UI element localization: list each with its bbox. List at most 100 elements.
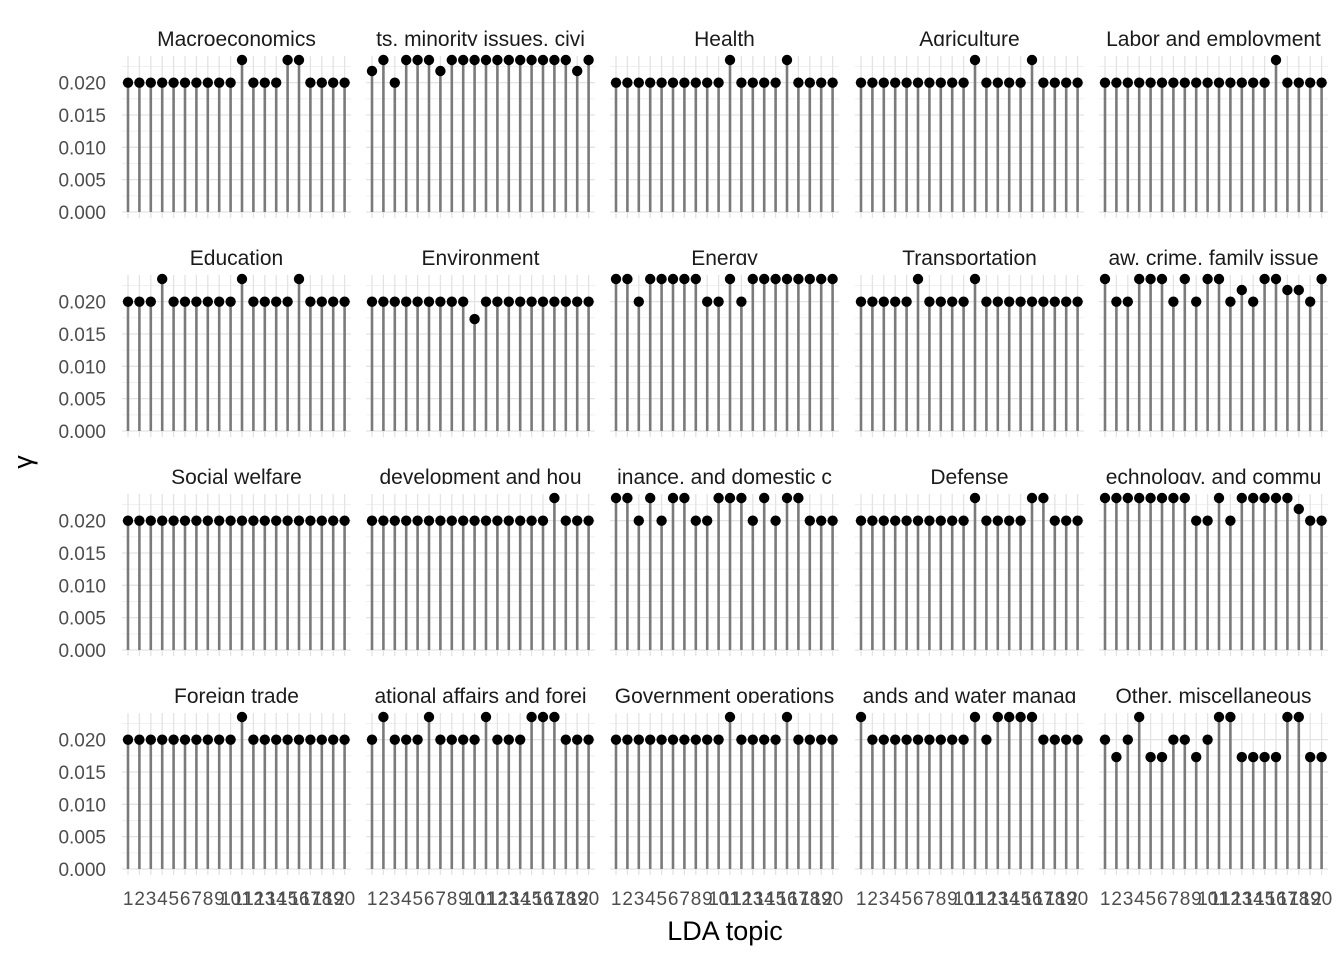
lollipop-point <box>1305 515 1316 526</box>
lollipop-point <box>679 734 690 745</box>
x-tick-label: 15 <box>277 889 297 910</box>
lollipop-point <box>1270 751 1282 763</box>
lollipop-point <box>1225 711 1236 723</box>
lollipop-point <box>515 296 526 307</box>
lollipop-point <box>713 492 724 504</box>
lollipop-point <box>412 734 423 745</box>
lollipop-point <box>793 77 804 88</box>
lollipop-point <box>947 77 958 88</box>
lollipop-point <box>1168 734 1179 745</box>
lollipop-point <box>1111 492 1122 504</box>
lollipop-point <box>1259 273 1270 285</box>
y-tick-label: 0.020 <box>58 731 106 752</box>
x-tick-label: 18 <box>800 889 820 910</box>
lollipop-point <box>515 734 526 745</box>
lollipop-point <box>1259 492 1270 504</box>
lollipop-point <box>947 734 958 745</box>
x-tick-label: 7 <box>679 889 689 910</box>
lollipop-point <box>412 54 423 66</box>
lollipop-point <box>537 515 549 526</box>
x-tick-label: 13 <box>499 889 519 910</box>
lollipop-point <box>736 492 747 504</box>
x-tick-label: 16 <box>1022 889 1042 910</box>
lollipop-point <box>458 54 469 66</box>
lollipop-point <box>1099 734 1111 745</box>
facet-panel: Agriculture <box>855 28 1084 218</box>
lollipop-point <box>736 296 747 307</box>
x-tick-label: 8 <box>203 889 213 910</box>
lollipop-point <box>1202 515 1213 526</box>
lollipop-point <box>622 77 633 88</box>
x-tick-label: 2 <box>1111 889 1121 910</box>
lollipop-point <box>1004 296 1015 307</box>
lollipop-point <box>1038 77 1049 88</box>
lollipop-point <box>992 296 1003 307</box>
x-tick-label: 14 <box>510 889 531 910</box>
lollipop-point <box>236 273 248 285</box>
x-tick-label: 15 <box>1010 889 1030 910</box>
lollipop-point <box>271 515 282 526</box>
x-tick-label: 2 <box>622 889 632 910</box>
lollipop-point <box>458 734 469 745</box>
lollipop-point <box>1061 296 1072 307</box>
lollipop-point <box>480 54 492 66</box>
lollipop-point <box>1293 711 1305 723</box>
lollipop-point <box>1145 273 1156 285</box>
y-tick-label: 0.010 <box>58 138 106 159</box>
lollipop-point <box>282 54 293 66</box>
facet-title: Education <box>190 247 283 270</box>
x-tick-label: 8 <box>936 889 946 910</box>
lollipop-point <box>958 734 969 745</box>
lollipop-point <box>134 296 145 307</box>
lollipop-point <box>713 296 724 307</box>
x-tick-label: 1 <box>367 889 377 910</box>
lollipop-point <box>389 77 400 88</box>
y-tick-label: 0.000 <box>58 860 106 881</box>
lollipop-point <box>1236 77 1248 88</box>
lollipop-point <box>1305 751 1316 763</box>
lollipop-point <box>248 77 259 88</box>
lollipop-point <box>1122 734 1134 745</box>
lollipop-point <box>401 734 412 745</box>
lollipop-point <box>690 273 701 285</box>
facet-title: aw, crime, family issue <box>1108 247 1318 270</box>
gridlines <box>610 713 839 875</box>
lollipop-point <box>435 65 446 77</box>
lollipop-point <box>1072 77 1083 88</box>
lollipop-point <box>122 296 134 307</box>
x-tick-label: 7 <box>435 889 445 910</box>
lollipop-point <box>515 54 526 66</box>
lollipop-point <box>890 734 901 745</box>
lollipop-point <box>401 54 412 66</box>
gridlines <box>855 275 1084 437</box>
lollipop-point <box>793 273 804 285</box>
y-tick-label: 0.005 <box>58 171 106 192</box>
lollipop-point <box>378 54 389 66</box>
lollipop-point <box>549 711 560 723</box>
x-tick-label: 6 <box>1157 889 1167 910</box>
x-tick-label: 12 <box>487 889 507 910</box>
x-tick-label: 16 <box>777 889 797 910</box>
y-tick-label: 0.005 <box>58 609 106 630</box>
lollipop-point <box>633 296 644 307</box>
lollipop-point <box>366 296 378 307</box>
gridlines <box>1099 56 1328 218</box>
facet-panel: Health <box>610 28 839 218</box>
lollipop-point <box>656 734 667 745</box>
lollipop-point <box>583 734 594 745</box>
x-tick-label: 6 <box>668 889 678 910</box>
facet-panel: Social welfare 0.000 0.005 0.010 0.015 0.020 <box>58 466 351 662</box>
lollipop-point <box>492 515 503 526</box>
lollipop-point <box>469 54 480 66</box>
lollipop-point <box>690 77 701 88</box>
lollipop-point <box>724 54 736 66</box>
lollipop-point <box>713 734 724 745</box>
lollipop-point <box>770 734 781 745</box>
y-tick-label: 0.000 <box>58 422 106 443</box>
lollipop-point <box>179 734 191 745</box>
x-tick-label: 9 <box>214 889 224 910</box>
lollipop-point <box>572 515 583 526</box>
lollipop-point <box>157 515 168 526</box>
